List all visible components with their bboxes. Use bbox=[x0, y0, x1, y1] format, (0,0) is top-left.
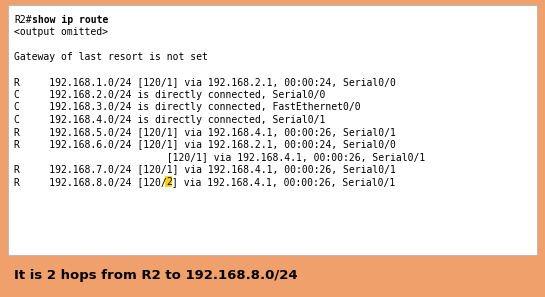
Text: R2#: R2# bbox=[14, 15, 32, 25]
Text: Gateway of last resort is not set: Gateway of last resort is not set bbox=[14, 52, 208, 62]
Text: R     192.168.1.0/24 [120/1] via 192.168.2.1, 00:00:24, Serial0/0: R 192.168.1.0/24 [120/1] via 192.168.2.1… bbox=[14, 77, 396, 87]
FancyBboxPatch shape bbox=[8, 5, 537, 255]
Text: R     192.168.7.0/24 [120/1] via 192.168.4.1, 00:00:26, Serial0/1: R 192.168.7.0/24 [120/1] via 192.168.4.1… bbox=[14, 164, 396, 174]
Text: 2: 2 bbox=[166, 177, 172, 187]
Text: R     192.168.6.0/24 [120/1] via 192.168.2.1, 00:00:24, Serial0/0: R 192.168.6.0/24 [120/1] via 192.168.2.1… bbox=[14, 140, 396, 149]
Text: C     192.168.2.0/24 is directly connected, Serial0/0: C 192.168.2.0/24 is directly connected, … bbox=[14, 90, 325, 100]
Text: show ip route: show ip route bbox=[32, 15, 108, 25]
Text: C     192.168.3.0/24 is directly connected, FastEthernet0/0: C 192.168.3.0/24 is directly connected, … bbox=[14, 102, 361, 112]
Text: <output omitted>: <output omitted> bbox=[14, 27, 108, 37]
FancyBboxPatch shape bbox=[166, 176, 172, 187]
Text: R     192.168.8.0/24 [120/: R 192.168.8.0/24 [120/ bbox=[14, 177, 167, 187]
Text: [120/1] via 192.168.4.1, 00:00:26, Serial0/1: [120/1] via 192.168.4.1, 00:00:26, Seria… bbox=[14, 152, 425, 162]
Text: R     192.168.5.0/24 [120/1] via 192.168.4.1, 00:00:26, Serial0/1: R 192.168.5.0/24 [120/1] via 192.168.4.1… bbox=[14, 127, 396, 137]
Text: ] via 192.168.4.1, 00:00:26, Serial0/1: ] via 192.168.4.1, 00:00:26, Serial0/1 bbox=[172, 177, 395, 187]
Text: It is 2 hops from R2 to 192.168.8.0/24: It is 2 hops from R2 to 192.168.8.0/24 bbox=[14, 269, 298, 282]
Text: C     192.168.4.0/24 is directly connected, Serial0/1: C 192.168.4.0/24 is directly connected, … bbox=[14, 115, 325, 124]
